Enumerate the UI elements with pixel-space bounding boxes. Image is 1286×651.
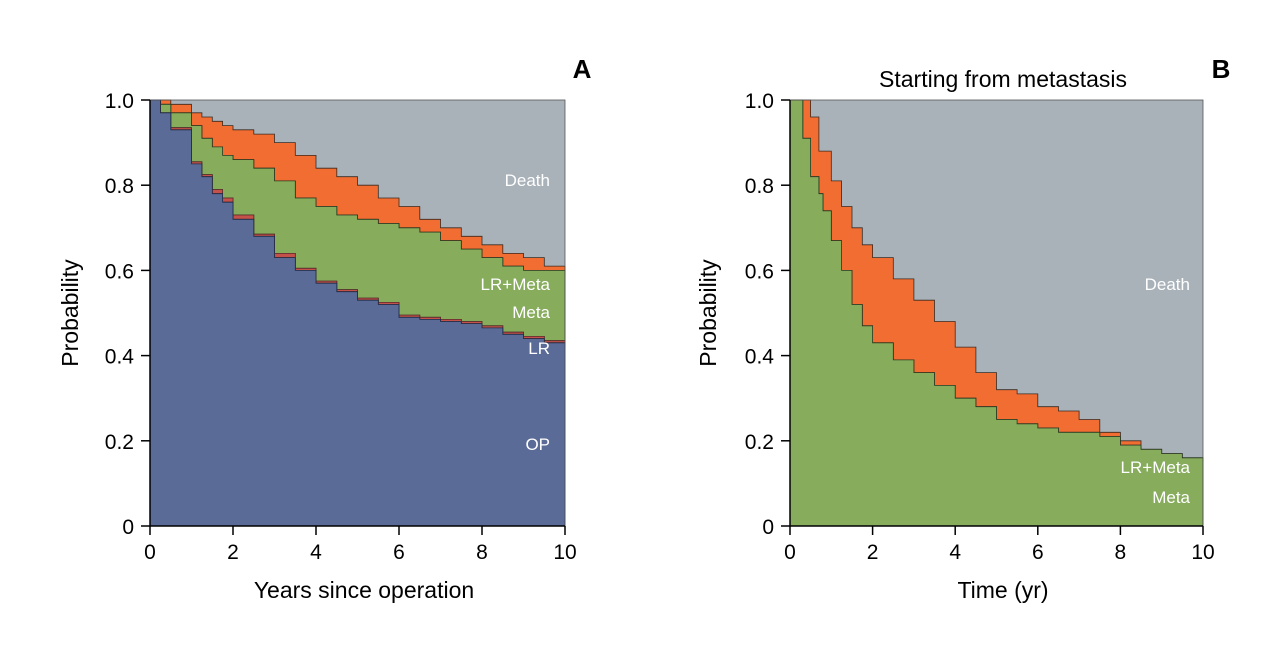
a-y-tick-label: 0.4 — [105, 346, 135, 369]
b-x-tick-label: 8 — [1115, 541, 1127, 564]
a-y-tick-label: 0.6 — [105, 260, 134, 283]
panel-label-b: B — [1212, 54, 1231, 84]
x-axis: 0 2 4 6 8 10 — [784, 525, 1215, 564]
b-y-tick-label: 0.2 — [745, 431, 774, 454]
b-x-tick-label: 4 — [949, 541, 961, 564]
b-y-tick-label: 0.8 — [745, 175, 774, 198]
a-x-tick-label: 4 — [310, 541, 322, 564]
series-label-meta: Meta — [1152, 488, 1190, 507]
series-label-death: Death — [1145, 275, 1190, 294]
a-y-tick-label: 1.0 — [105, 90, 134, 113]
y-axis-label: Probability — [695, 259, 721, 367]
panel-a: 0 2 4 6 8 10 0 0.2 0.4 0.6 0.8 1.0 Years since ope… — [57, 54, 592, 603]
series-label-meta: Meta — [512, 303, 550, 322]
b-x-tick-label: 0 — [784, 541, 796, 564]
b-x-tick-label: 6 — [1032, 541, 1044, 564]
series-label-lr: LR — [528, 339, 550, 358]
a-y-tick-label: 0 — [122, 516, 134, 539]
b-y-tick-label: 1.0 — [745, 90, 774, 113]
a-x-tick-label: 6 — [393, 541, 405, 564]
a-x-tick-label: 8 — [476, 541, 488, 564]
y-axis: 0 0.2 0.4 0.6 0.8 1.0 — [105, 90, 151, 539]
chart-title: Starting from metastasis — [879, 66, 1127, 92]
a-y-tick-label: 0.8 — [105, 175, 134, 198]
panel-label-a: A — [573, 54, 592, 84]
b-y-tick-label: 0.6 — [745, 260, 774, 283]
b-y-tick-label: 0 — [762, 516, 774, 539]
x-axis-label: Time (yr) — [957, 577, 1048, 603]
x-axis-label: Years since operation — [254, 577, 474, 603]
op-region — [149, 99, 566, 527]
y-axis: 0 0.2 0.4 0.6 0.8 1.0 — [745, 90, 791, 539]
series-label-lr-meta: LR+Meta — [1121, 458, 1191, 477]
meta-region — [789, 99, 1204, 527]
b-x-tick-label: 10 — [1191, 541, 1214, 564]
b-y-tick-label: 0.4 — [745, 346, 775, 369]
a-y-tick-label: 0.2 — [105, 431, 134, 454]
a-x-tick-label: 10 — [553, 541, 576, 564]
b-x-tick-label: 2 — [867, 541, 879, 564]
series-label-death: Death — [505, 171, 550, 190]
a-x-tick-label: 0 — [144, 541, 156, 564]
x-axis: 0 2 4 6 8 10 — [144, 525, 577, 564]
panel-b: 0 2 4 6 8 10 0 0.2 0.4 0.6 0.8 1.0 Time (yr) Proba… — [695, 54, 1230, 603]
series-label-op: OP — [525, 435, 550, 454]
series-label-lr-meta: LR+Meta — [481, 275, 551, 294]
y-axis-label: Probability — [57, 259, 83, 367]
a-x-tick-label: 2 — [227, 541, 239, 564]
